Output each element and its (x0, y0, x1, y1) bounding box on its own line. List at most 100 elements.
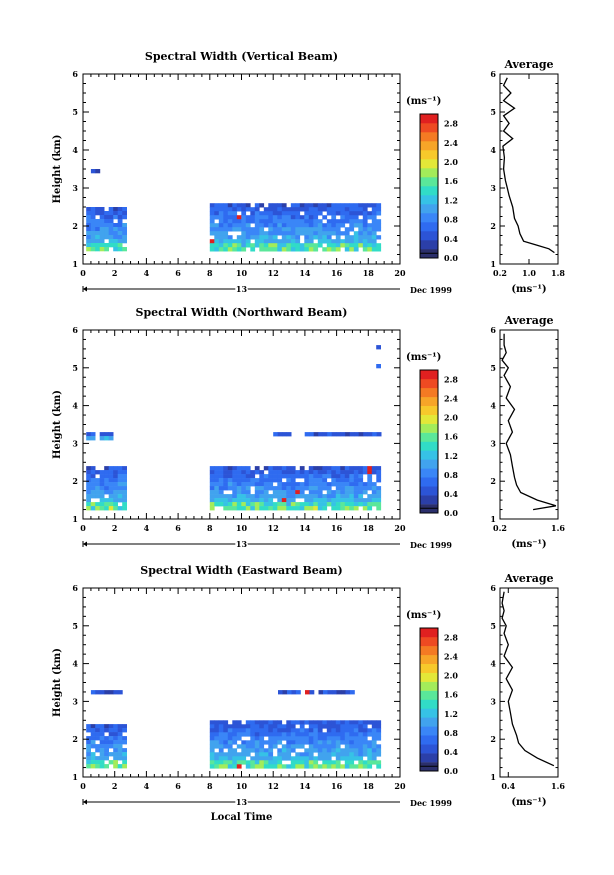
heatmap-cell (322, 203, 328, 208)
heatmap-cell (367, 466, 373, 471)
heatmap-cell (95, 732, 100, 737)
y-axis-label: Height (km) (52, 390, 63, 459)
heatmap-cell (353, 223, 359, 228)
heatmap-cell (99, 247, 105, 252)
heatmap-cell (223, 474, 229, 479)
y-tick-label: 1 (72, 772, 78, 782)
heatmap-cell (362, 470, 368, 475)
heatmap-cell (295, 502, 301, 507)
heatmap-cell (95, 728, 100, 733)
heatmap-cell (223, 494, 229, 499)
heatmap-cell (313, 247, 319, 252)
heatmap-cell (209, 748, 215, 753)
heatmap-cell (281, 732, 287, 737)
heatmap-cell (108, 470, 114, 475)
heatmap-cell (335, 474, 341, 479)
heatmap-cell (113, 223, 118, 228)
heatmap-cell (317, 744, 323, 749)
heatmap-cell (104, 243, 109, 248)
heatmap-cell (326, 235, 332, 240)
heatmap-cell (326, 239, 332, 244)
heatmap-cell (277, 756, 283, 761)
heatmap-cell (277, 432, 283, 437)
heatmap-cell (349, 728, 355, 733)
heatmap-cell (362, 748, 368, 753)
heatmap-cell (290, 470, 296, 475)
heatmap-cell (263, 486, 269, 491)
heatmap-cell (286, 744, 292, 749)
heatmap-cell (209, 486, 215, 491)
heatmap-cell (272, 502, 278, 507)
heatmap-cell (299, 494, 305, 499)
heatmap-cell (108, 486, 114, 491)
heatmap-cell (108, 482, 114, 487)
colorbar-swatch (420, 222, 438, 232)
heatmap-cell (376, 752, 382, 757)
heatmap-cell (308, 207, 314, 212)
heatmap-cell (299, 243, 305, 248)
heatmap-cell (327, 690, 333, 695)
heatmap-cell (263, 466, 269, 471)
heatmap-cell (323, 690, 328, 695)
heatmap-cell (317, 466, 323, 471)
heatmap-cell (209, 744, 215, 749)
heatmap-cell (245, 732, 251, 737)
x-tick-label: 10 (236, 268, 248, 278)
heatmap-cell (272, 219, 278, 224)
heatmap-cell (335, 235, 341, 240)
average-x-tick-label: 1.0 (522, 268, 536, 278)
colorbar-swatch (420, 186, 438, 196)
heatmap-cell (245, 243, 251, 248)
x-tick-label: 8 (207, 781, 213, 791)
heatmap-cell (331, 744, 337, 749)
heatmap-cell (376, 498, 382, 503)
x-tick-label: 2 (112, 523, 118, 533)
heatmap-cell (209, 247, 215, 252)
heatmap-cell (286, 748, 292, 753)
heatmap-cell (308, 506, 314, 511)
heatmap-cell (250, 744, 256, 749)
heatmap-cell (209, 219, 215, 224)
heatmap-cell (90, 227, 96, 232)
heatmap-cell (259, 243, 265, 248)
heatmap-cell (209, 243, 215, 248)
heatmap-cell (304, 211, 310, 216)
average-y-tick-label: 5 (490, 621, 496, 631)
heatmap-cell (349, 494, 355, 499)
heatmap-cell (272, 247, 278, 252)
heatmap-cell (308, 235, 314, 240)
heatmap-cell (308, 486, 314, 491)
heatmap-cell (122, 736, 127, 741)
heatmap-cell (263, 764, 269, 769)
heatmap-cell (232, 474, 238, 479)
heatmap-cell (371, 494, 377, 499)
heatmap-cell (308, 478, 314, 483)
heatmap-cell (122, 486, 127, 491)
heatmap-cell (353, 211, 359, 216)
heatmap-cell (344, 239, 350, 244)
heatmap-cell (281, 231, 287, 236)
heatmap-cell (362, 211, 368, 216)
heatmap-cell (236, 720, 242, 725)
heatmap-cell (254, 502, 260, 507)
heatmap-cell (218, 470, 224, 475)
heatmap-cell (362, 490, 368, 495)
heatmap-cell (344, 736, 350, 741)
heatmap-cell (99, 470, 105, 475)
heatmap-cell (367, 203, 373, 208)
heatmap-cell (113, 752, 118, 757)
heatmap-cell (241, 211, 247, 216)
heatmap-cell (313, 728, 319, 733)
heatmap-cell (304, 432, 310, 437)
heatmap-cell (340, 203, 346, 208)
heatmap-cell (340, 732, 346, 737)
heatmap-cell (349, 474, 355, 479)
heatmap-cell (95, 502, 100, 507)
heatmap-cell (331, 752, 337, 757)
heatmap-cell (99, 756, 105, 761)
heatmap-cell (376, 219, 382, 224)
heatmap-cell (371, 223, 377, 228)
y-tick-label: 3 (72, 183, 78, 193)
heatmap-cell (122, 231, 127, 236)
